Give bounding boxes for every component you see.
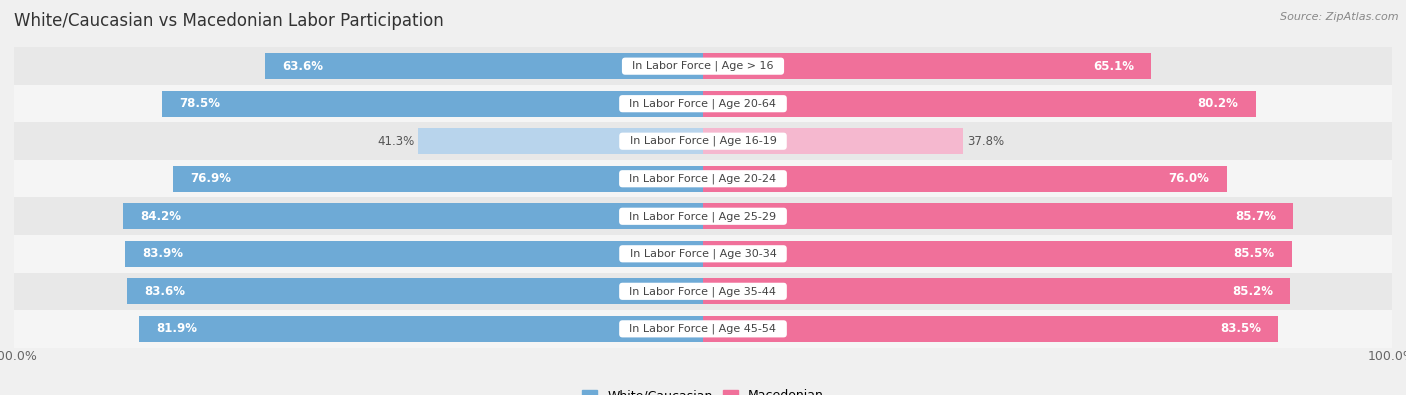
Text: 37.8%: 37.8% [967,135,1004,148]
Text: 85.2%: 85.2% [1232,285,1272,298]
Text: 83.6%: 83.6% [145,285,186,298]
Text: 85.7%: 85.7% [1236,210,1277,223]
Text: 78.5%: 78.5% [180,97,221,110]
Text: 41.3%: 41.3% [378,135,415,148]
Bar [14,310,1392,348]
Bar [703,90,1256,117]
Text: 80.2%: 80.2% [1198,97,1239,110]
Text: In Labor Force | Age 20-24: In Labor Force | Age 20-24 [623,173,783,184]
Bar [14,160,1392,198]
Text: In Labor Force | Age 20-64: In Labor Force | Age 20-64 [623,98,783,109]
Bar [125,241,703,267]
Bar [173,166,703,192]
Bar [14,198,1392,235]
Text: In Labor Force | Age 30-34: In Labor Force | Age 30-34 [623,248,783,259]
Bar [703,53,1152,79]
Text: 81.9%: 81.9% [156,322,197,335]
Bar [14,273,1392,310]
Bar [703,316,1278,342]
Text: In Labor Force | Age 16-19: In Labor Force | Age 16-19 [623,136,783,147]
Text: In Labor Force | Age > 16: In Labor Force | Age > 16 [626,61,780,71]
Bar [703,166,1226,192]
Text: In Labor Force | Age 45-54: In Labor Force | Age 45-54 [623,324,783,334]
Bar [703,241,1292,267]
Text: 63.6%: 63.6% [283,60,323,73]
Bar [419,128,703,154]
Legend: White/Caucasian, Macedonian: White/Caucasian, Macedonian [578,384,828,395]
Bar [14,85,1392,122]
Bar [162,90,703,117]
Text: In Labor Force | Age 25-29: In Labor Force | Age 25-29 [623,211,783,222]
Text: In Labor Force | Age 35-44: In Labor Force | Age 35-44 [623,286,783,297]
Text: Source: ZipAtlas.com: Source: ZipAtlas.com [1281,12,1399,22]
Text: White/Caucasian vs Macedonian Labor Participation: White/Caucasian vs Macedonian Labor Part… [14,12,444,30]
Text: 76.9%: 76.9% [190,172,232,185]
Bar [14,235,1392,273]
Text: 83.5%: 83.5% [1220,322,1261,335]
Text: 76.0%: 76.0% [1168,172,1209,185]
Text: 85.5%: 85.5% [1233,247,1275,260]
Bar [14,47,1392,85]
Bar [122,203,703,229]
Bar [703,278,1289,305]
Bar [14,122,1392,160]
Text: 83.9%: 83.9% [142,247,183,260]
Text: 65.1%: 65.1% [1094,60,1135,73]
Bar [139,316,703,342]
Text: 84.2%: 84.2% [141,210,181,223]
Bar [703,128,963,154]
Bar [127,278,703,305]
Bar [264,53,703,79]
Bar [703,203,1294,229]
